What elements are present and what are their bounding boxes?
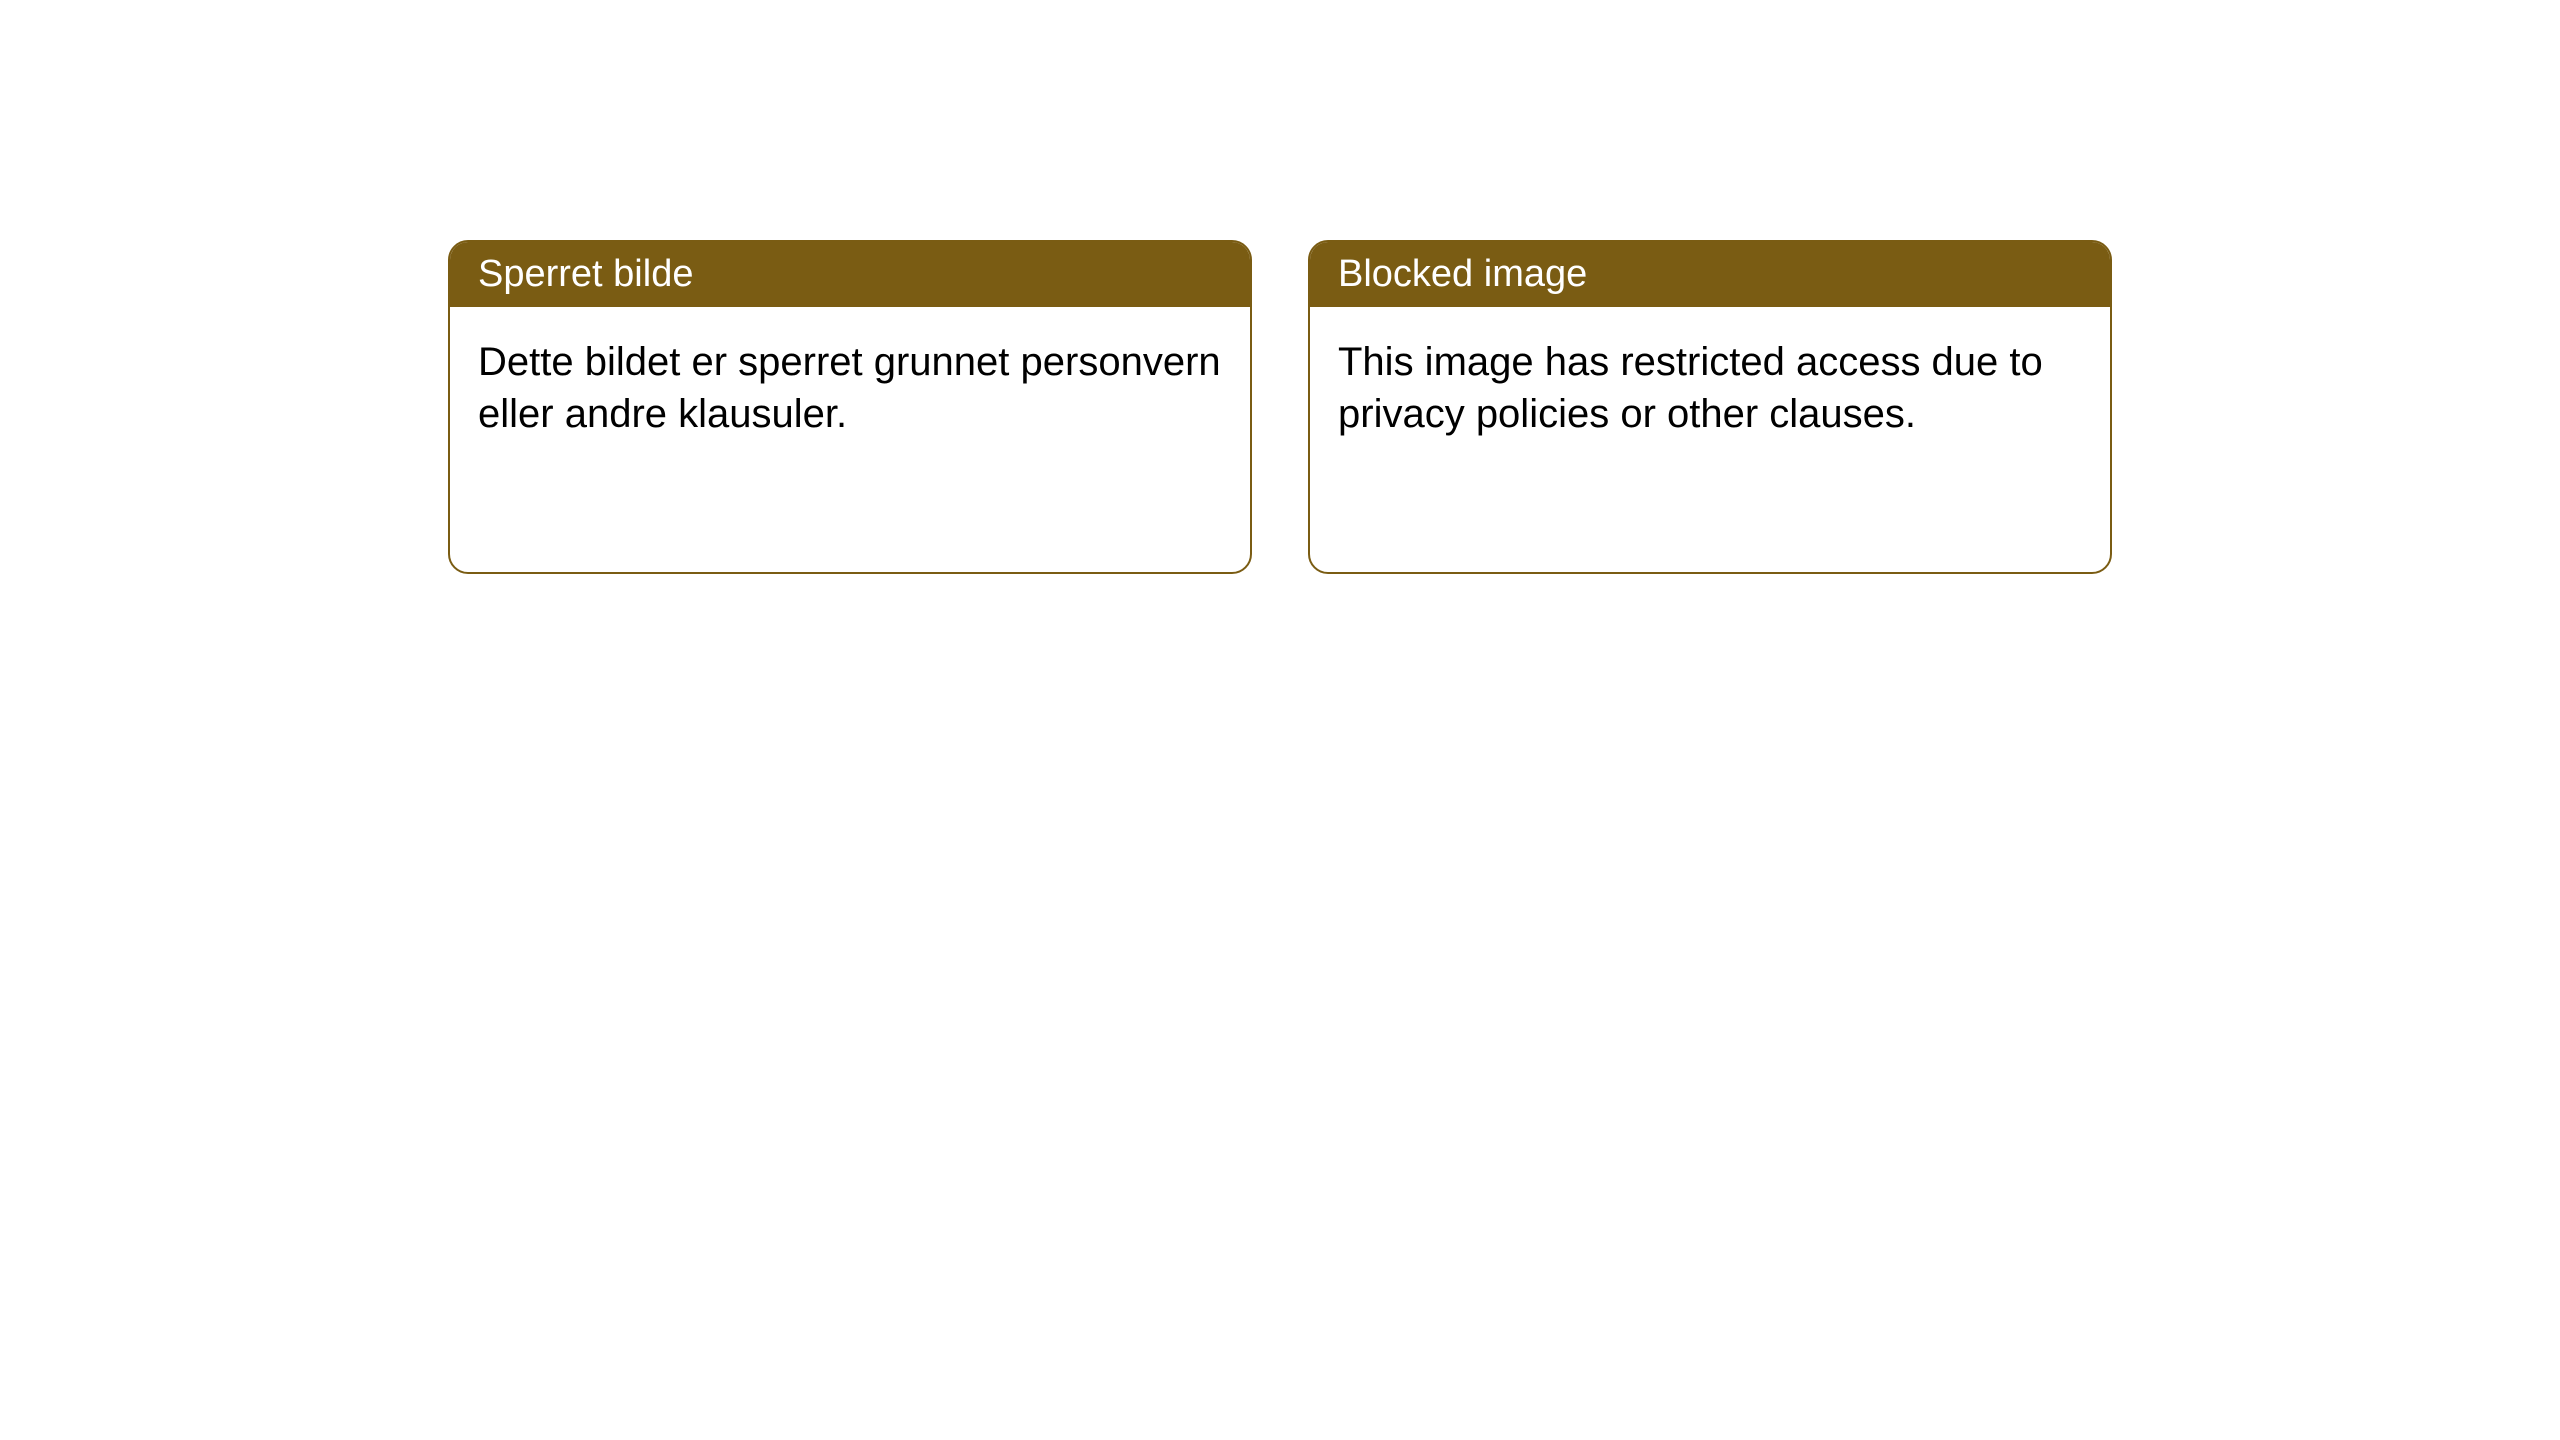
notice-header: Blocked image xyxy=(1310,242,2110,307)
notice-header: Sperret bilde xyxy=(450,242,1250,307)
notice-container: Sperret bilde Dette bildet er sperret gr… xyxy=(0,0,2560,574)
notice-body: Dette bildet er sperret grunnet personve… xyxy=(450,307,1250,469)
notice-body: This image has restricted access due to … xyxy=(1310,307,2110,469)
notice-card-norwegian: Sperret bilde Dette bildet er sperret gr… xyxy=(448,240,1252,574)
notice-card-english: Blocked image This image has restricted … xyxy=(1308,240,2112,574)
